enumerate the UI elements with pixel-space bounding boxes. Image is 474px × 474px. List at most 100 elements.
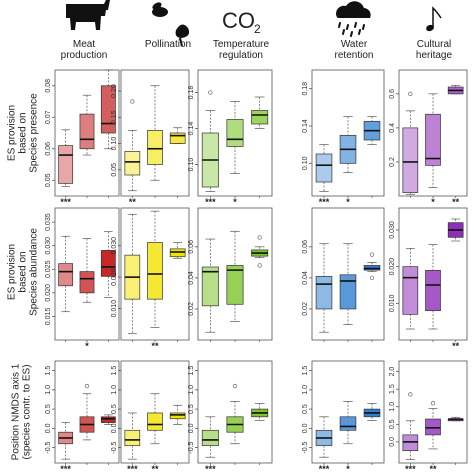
row-label-presence: ES provision (6, 105, 17, 161)
y-tick-label: 0.010 (389, 294, 396, 312)
y-tick-label: 0.20 (111, 84, 118, 98)
y-tick-label: 0.0 (389, 437, 396, 447)
panel-nmds-water: -0.50.00.51.01.5*** * (302, 360, 385, 474)
box (315, 275, 333, 310)
panel-presence-meat: 0.05 0.06 0.07 0.08 *** (45, 69, 120, 207)
y-tick-label: 0.010 (111, 300, 118, 318)
y-tick-label: 0.0 (45, 423, 52, 433)
y-tick-label: 1.5 (302, 366, 309, 376)
outlier-point (430, 401, 436, 406)
box (147, 412, 163, 431)
y-tick-label: 0.18 (302, 82, 309, 96)
y-tick-label: -0.5 (188, 441, 195, 453)
y-tick-label: 1.0 (302, 385, 309, 395)
y-tick-label: 1.0 (389, 402, 396, 412)
significance-label: * (233, 197, 237, 207)
y-tick-label: 0.0 (302, 423, 309, 433)
column-title-water: Water (341, 39, 368, 50)
significance-label: *** (205, 197, 216, 207)
panel-abundance-water: 0.02 0.04 0.06 (302, 207, 385, 342)
panel-nmds-culture: 0.00.51.01.52.0*** ** (389, 360, 468, 474)
significance-label: *** (405, 464, 416, 474)
box (251, 110, 269, 125)
box (147, 130, 163, 165)
significance-label: ** (151, 464, 159, 474)
box (339, 416, 357, 431)
box (425, 269, 441, 312)
panel-abundance-meat: 0.015 0.020 0.025 0.030 0.035 * (45, 207, 120, 351)
panel-abundance-temperature: 0.02 0.04 0.06 (188, 207, 273, 342)
panel-nmds-temperature: -0.5 0.0 0.5 1.0 1.5 *** (188, 360, 273, 474)
music-note-icon (426, 6, 442, 32)
significance-label: *** (60, 197, 71, 207)
y-tick-label: 0.020 (389, 258, 396, 276)
significance-label: * (431, 197, 435, 207)
box (58, 145, 74, 184)
significance-label: *** (319, 197, 330, 207)
panel-abundance-culture: 0.010 0.020 0.030 ** (389, 207, 468, 351)
y-tick-label: 0.05 (45, 173, 52, 187)
box (124, 429, 141, 447)
y-tick-label: -0.5 (302, 441, 309, 453)
significance-label: ** (452, 197, 460, 207)
panel-nmds-pollination: -0.50.00.51.01.5*** ** (111, 360, 190, 474)
box (425, 418, 441, 436)
y-tick-label: 0.10 (111, 137, 118, 151)
panel-presence-temperature: 0.100.140.18*** * (188, 69, 273, 207)
row-label-abundance: based on (17, 251, 28, 292)
row-label-abundance: ES provision (6, 244, 17, 300)
box (402, 434, 419, 452)
box (315, 153, 333, 183)
significance-label: ** (151, 341, 159, 351)
box (226, 119, 244, 147)
y-tick-label: 0.14 (302, 119, 309, 133)
y-tick-label: 0.020 (111, 268, 118, 286)
box (147, 242, 163, 300)
y-tick-label: -0.5 (111, 441, 118, 453)
y-tick-label: 0.5 (111, 404, 118, 414)
column-title-water: retention (335, 50, 374, 61)
column-title-pollination: Pollination (145, 39, 191, 50)
y-tick-label: 0.06 (45, 142, 52, 156)
y-tick-label: 0.030 (389, 221, 396, 239)
y-tick-label: 0.04 (302, 271, 309, 285)
significance-label: *** (127, 464, 138, 474)
box (201, 429, 219, 447)
panel-abundance-pollination: 0.010 0.020 0.030 ** (111, 207, 190, 351)
significance-label: * (346, 464, 350, 474)
panel-presence-culture: 0.20.40.6* ** (389, 69, 468, 207)
y-tick-label: 0.020 (45, 284, 52, 302)
y-tick-label: 0.10 (188, 158, 195, 172)
outlier-point (369, 275, 375, 281)
box (100, 416, 116, 423)
y-tick-label: 1.5 (389, 384, 396, 394)
box (402, 266, 419, 315)
y-tick-label: 0.035 (45, 213, 52, 231)
column-title-meat: Meat (73, 39, 95, 50)
box (124, 151, 141, 176)
significance-label: *** (205, 464, 216, 474)
co2-label: CO (222, 8, 255, 33)
outlier-point (232, 383, 238, 389)
column-title-culture: Cultural (417, 39, 451, 50)
y-tick-label: 0.5 (302, 404, 309, 414)
significance-label: * (346, 197, 350, 207)
panel-nmds-meat: -0.5 0.0 0.5 1.0 1.5 *** (45, 360, 120, 474)
column-title-temperature: regulation (219, 50, 263, 61)
box (226, 265, 244, 305)
row-label-nmds: Position NMDS axis 1 (10, 363, 21, 460)
bee-flower-icon (152, 2, 190, 47)
y-tick-label: 0.04 (188, 271, 195, 285)
y-tick-label: 0.0 (188, 423, 195, 433)
y-tick-label: 1.5 (188, 366, 195, 376)
y-tick-label: 0.06 (302, 240, 309, 254)
box (201, 266, 219, 307)
panel-presence-water: 0.100.140.18*** * (302, 69, 385, 207)
outlier-point (408, 91, 413, 96)
y-tick-label: 0.2 (389, 157, 396, 167)
y-tick-label: 0.06 (188, 240, 195, 254)
row-label-abundance: Species abundance (28, 228, 39, 316)
y-tick-label: 0.5 (45, 404, 52, 414)
column-title-temperature: Temperature (213, 39, 270, 50)
outlier-point (130, 99, 135, 104)
